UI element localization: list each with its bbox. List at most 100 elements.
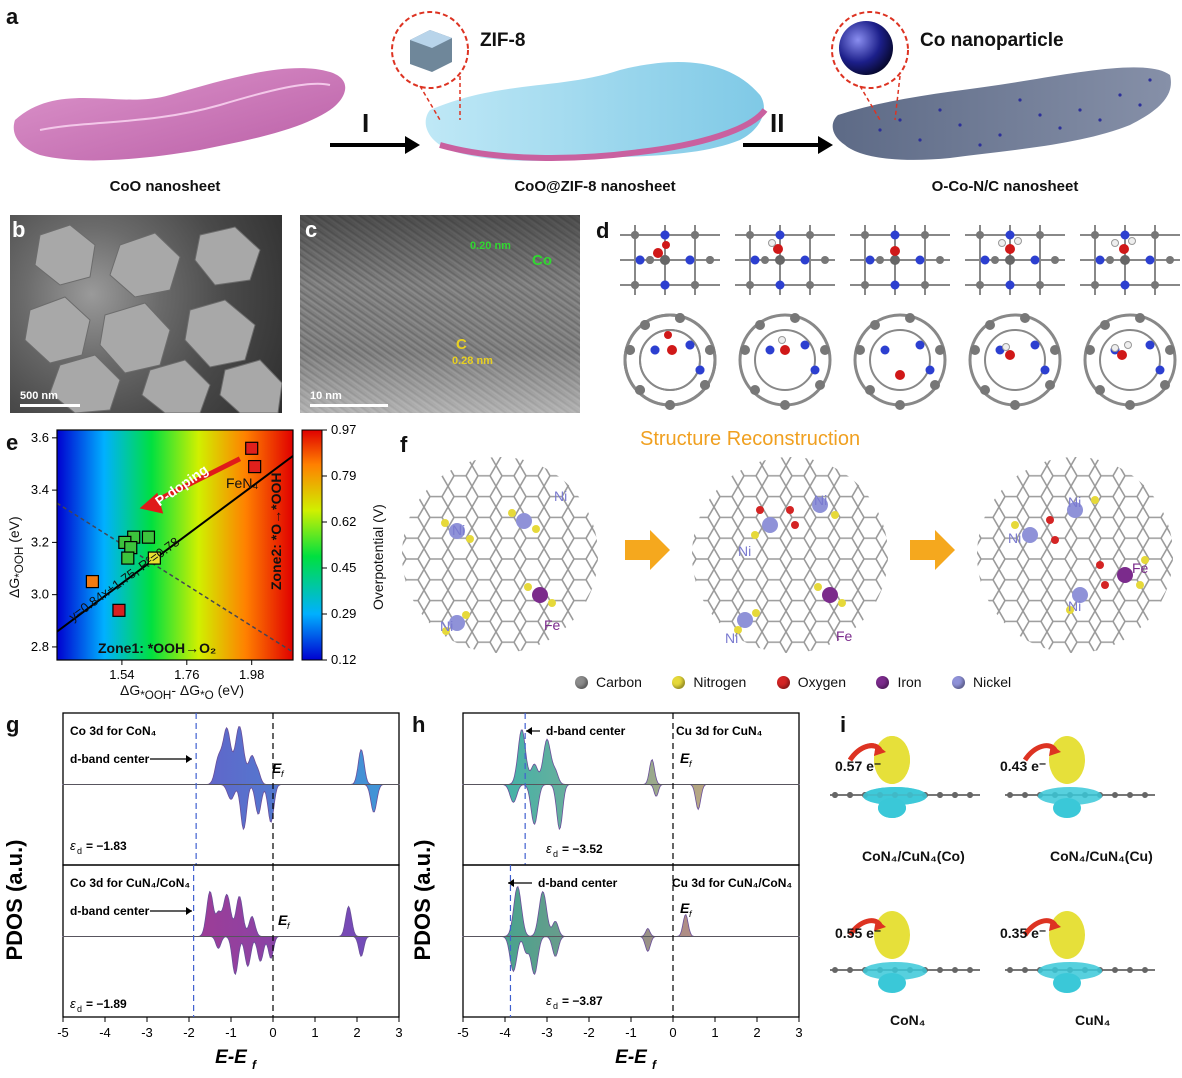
pdos-top-title: Co 3d for CoN₄ <box>70 724 157 738</box>
tem-scale-text: 10 nm <box>310 390 342 402</box>
x-tick-label: -3 <box>141 1025 153 1040</box>
sem-scale-text: 500 nm <box>20 390 58 402</box>
arrow-2 <box>910 530 955 570</box>
fe-label-2: Fe <box>836 628 853 644</box>
x-tick-label: -3 <box>541 1025 553 1040</box>
charge-4: 0.35 e⁻ <box>1000 925 1047 941</box>
x-tick-label: -1 <box>225 1025 237 1040</box>
y-tick-label: 3.4 <box>31 482 49 497</box>
sem-particles <box>24 224 282 413</box>
ni-label-5: Ni <box>814 492 828 508</box>
caption-coo: CoO nanosheet <box>109 178 221 195</box>
pdos-xlabel-sub: f <box>652 1058 657 1072</box>
co-phase-label: Co <box>532 252 552 269</box>
ed-value: = −1.89 <box>86 997 127 1011</box>
zif8-inset-label: ZIF-8 <box>480 30 526 51</box>
colorbar-tick-label: 0.12 <box>331 652 356 667</box>
x-tick-label: -5 <box>57 1025 69 1040</box>
pdos-spin-up <box>462 885 800 937</box>
y-tick-label: 3.2 <box>31 534 49 549</box>
data-point <box>141 530 156 544</box>
ed-value: = −3.52 <box>562 842 603 856</box>
sem-image <box>10 215 282 413</box>
pdos-ylabel: PDOS (a.u.) <box>2 839 27 960</box>
fermi-label: E <box>272 760 282 776</box>
ni-label-2: Ni <box>554 488 568 504</box>
ed-value: = −3.87 <box>562 994 603 1008</box>
tem-image <box>300 215 580 413</box>
schematic-a <box>13 11 1171 161</box>
pdos-cu-chart: -5 -4 -3 -2 -1 0 1 2 3 PDOS (a.u.) E-E f Cu 3d for C… <box>410 712 803 1072</box>
ed-symbol: ε <box>546 993 552 1008</box>
atom-legend: Carbon Nitrogen Oxygen Iron Nickel <box>575 674 1037 694</box>
adsorption-structures <box>619 224 1181 412</box>
charge-1: 0.57 e⁻ <box>835 758 882 774</box>
co-dots <box>878 78 1152 147</box>
c-phase-label: C <box>456 336 467 353</box>
fermi-label-sub: f <box>287 921 291 931</box>
nickel-dot-icon <box>952 675 966 689</box>
step-2-label: II <box>770 108 785 138</box>
data-point <box>121 551 135 565</box>
x-tick-label: 3 <box>395 1025 402 1040</box>
tem-scalebar: 10 nm <box>310 390 388 407</box>
legend-nitrogen: Nitrogen <box>672 674 746 690</box>
panel-label-h: h <box>412 712 426 737</box>
reconstruction-structures <box>402 457 1173 653</box>
panel-label-e: e <box>6 430 19 455</box>
legend-iron: Iron <box>876 674 922 690</box>
pdos-bottom-title: Co 3d for CuN₄/CoN₄ <box>70 876 190 890</box>
label-cun4: CuN₄ <box>1075 1012 1111 1028</box>
pdos-spin-up <box>462 729 800 785</box>
ed-sub: d <box>77 846 82 856</box>
step-1-label: I <box>362 108 370 138</box>
zone1-label: Zone1: *OOH→O₂ <box>98 640 217 656</box>
x-tick-label: -2 <box>583 1025 595 1040</box>
charge-density-diffs <box>820 730 1182 1030</box>
ni-label-6: Ni <box>725 630 739 646</box>
y-tick-label: 2.8 <box>31 639 49 654</box>
nitrogen-dot-icon <box>672 675 686 689</box>
colorbar-tick-label: 0.62 <box>331 514 356 529</box>
legend-oxygen: Oxygen <box>776 674 846 690</box>
x-tick-label: 1.76 <box>174 667 199 682</box>
iron-dot-icon <box>876 675 890 689</box>
colorbar-tick-label: 0.79 <box>331 468 356 483</box>
fermi-label-sub: f <box>281 769 285 779</box>
x-tick-label: 2 <box>353 1025 360 1040</box>
x-tick-label: -2 <box>183 1025 195 1040</box>
ni-label-1: Ni <box>452 522 466 538</box>
c-spacing-label: 0.28 nm <box>452 355 493 367</box>
ed-sub: d <box>553 849 558 859</box>
pdos-co-chart: -5 -4 -3 -2 -1 0 1 2 3 PDOS (a.u.) E-E f Co 3d for C… <box>2 712 403 1072</box>
x-tick-label: 3 <box>795 1025 802 1040</box>
ni-label-9: Ni <box>1068 598 1082 614</box>
dband-arrowhead <box>186 907 192 915</box>
charge-3: 0.55 e⁻ <box>835 925 882 941</box>
ni-label-7: Ni <box>1008 530 1022 546</box>
data-point <box>112 603 126 617</box>
y-tick-label: 3.6 <box>31 430 49 445</box>
fermi-label: E <box>278 912 288 928</box>
co-nanoparticle-inset-label: Co nanoparticle <box>920 30 1064 51</box>
ed-symbol: ε <box>70 838 76 853</box>
panel-label-c: c <box>305 217 318 242</box>
pdos-spin-down <box>462 936 800 975</box>
x-tick-label: 1 <box>311 1025 318 1040</box>
fermi-label-sub: f <box>689 759 693 769</box>
e-xlabel: ΔG*OOH- ΔG*O (eV) <box>120 682 245 702</box>
panel-label-i: i <box>840 712 847 737</box>
ed-sub: d <box>77 1004 82 1014</box>
dband-arrowhead <box>526 727 532 735</box>
label-con4: CoN₄ <box>890 1012 926 1028</box>
panel-label-f: f <box>400 432 408 457</box>
fermi-label-sub: f <box>689 909 693 919</box>
data-point <box>245 441 259 455</box>
x-tick-label: -1 <box>625 1025 637 1040</box>
dband-arrowhead <box>186 755 192 763</box>
e-ylabel: ΔG*OOH (eV) <box>6 516 26 598</box>
x-tick-label: 2 <box>753 1025 760 1040</box>
sem-scalebar: 500 nm <box>20 390 80 407</box>
oxygen-dot-icon <box>776 675 790 689</box>
dband-label: d-band center <box>70 752 150 766</box>
